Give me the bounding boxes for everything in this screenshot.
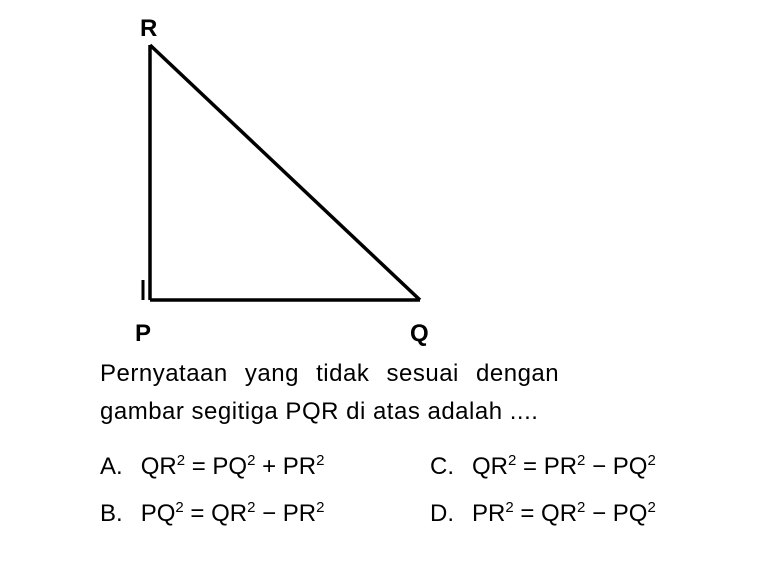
question-line2: gambar segitiga PQR di atas adalah ....: [100, 393, 697, 431]
question-line1: Pernyataan yang tidak sesuai dengan: [100, 355, 697, 393]
option-c-letter: C.: [430, 453, 454, 481]
option-a-letter: A.: [100, 453, 123, 481]
option-d-letter: D.: [430, 500, 454, 528]
option-row-1: A. QR2 = PQ2 + PR2 C. QR2 = PR2 − PQ2: [100, 452, 697, 481]
option-d-content: PR2 = QR2 − PQ2: [472, 499, 656, 528]
options-container: A. QR2 = PQ2 + PR2 C. QR2 = PR2 − PQ2 B.…: [100, 452, 697, 528]
vertex-label-r: R: [140, 15, 157, 43]
option-d: D. PR2 = QR2 − PQ2: [430, 499, 656, 528]
vertex-label-q: Q: [410, 320, 429, 348]
option-b: B. PQ2 = QR2 − PR2: [100, 499, 430, 528]
option-b-content: PQ2 = QR2 − PR2: [141, 499, 325, 528]
option-b-letter: B.: [100, 500, 123, 528]
option-a-content: QR2 = PQ2 + PR2: [141, 452, 325, 481]
triangle-svg: [100, 20, 450, 320]
vertex-label-p: P: [135, 320, 151, 348]
triangle-diagram: R P Q: [100, 20, 450, 340]
option-c: C. QR2 = PR2 − PQ2: [430, 452, 656, 481]
option-a: A. QR2 = PQ2 + PR2: [100, 452, 430, 481]
option-row-2: B. PQ2 = QR2 − PR2 D. PR2 = QR2 − PQ2: [100, 499, 697, 528]
option-c-content: QR2 = PR2 − PQ2: [472, 452, 656, 481]
side-qr: [150, 45, 420, 300]
question-text: Pernyataan yang tidak sesuai dengan gamb…: [100, 355, 697, 432]
